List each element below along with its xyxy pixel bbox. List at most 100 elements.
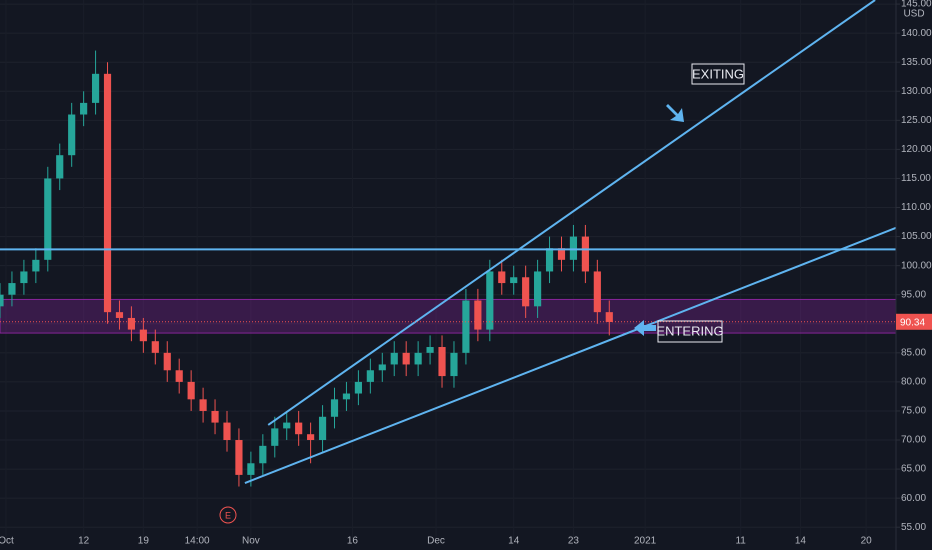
annotation: EXITING	[692, 66, 744, 81]
arrow	[666, 104, 684, 122]
candle-body	[522, 277, 530, 307]
y-tick-label: 135.00	[901, 57, 932, 68]
candle-body	[271, 428, 279, 446]
candle-body	[307, 434, 315, 441]
x-tick-label: Dec	[427, 536, 445, 547]
candle-body	[378, 364, 386, 371]
candle-body	[426, 347, 434, 353]
candle-body	[354, 381, 362, 394]
candle-body	[259, 445, 267, 464]
x-tick-label: 19	[138, 536, 150, 547]
plot-area	[0, 0, 897, 528]
y-tick-label: 95.00	[901, 289, 926, 300]
candle-body	[68, 114, 76, 156]
arrow	[634, 320, 656, 336]
y-tick-label: 65.00	[901, 464, 926, 475]
candle-body	[402, 352, 410, 365]
candle-body	[498, 271, 506, 284]
x-tick-label: 14:00	[185, 536, 210, 547]
candle-body	[581, 236, 589, 272]
y-tick-label: 80.00	[901, 377, 926, 388]
annotation-box	[657, 320, 723, 343]
candle-body	[139, 329, 147, 342]
candle-body	[175, 370, 183, 382]
trendline	[244, 226, 897, 484]
candle-body	[414, 352, 422, 365]
candle-body	[534, 271, 542, 307]
last-price-badge	[896, 313, 932, 330]
candle-body	[127, 317, 135, 330]
candle-body	[462, 300, 470, 353]
x-tick-label: 20	[861, 536, 873, 547]
currency-label: USD	[903, 9, 924, 20]
candle-body	[235, 440, 243, 475]
candle-body	[80, 102, 88, 115]
candle-body	[44, 178, 52, 260]
candle-body	[91, 73, 100, 103]
candle-body	[510, 277, 518, 284]
y-tick-label: 55.00	[901, 522, 926, 533]
x-tick-label: 14	[795, 536, 807, 547]
annotation-box	[691, 63, 745, 85]
candle-body	[211, 410, 219, 423]
candle-body	[593, 271, 601, 313]
candle-body	[223, 422, 231, 441]
candle-body	[545, 248, 554, 272]
x-tick-label: Nov	[242, 536, 260, 547]
annotation: ENTERING	[656, 323, 723, 338]
candle-body	[199, 399, 207, 411]
x-tick-label: Oct	[0, 536, 14, 547]
candle-body	[318, 416, 327, 441]
y-tick-label: 75.00	[901, 406, 926, 417]
candle-body	[163, 352, 171, 371]
candle-body	[474, 300, 482, 330]
y-tick-label: 70.00	[901, 435, 926, 446]
candle-body	[32, 259, 40, 272]
x-tick-label: 2021	[634, 536, 657, 547]
candle-body	[20, 271, 28, 284]
y-tick-label: 100.00	[901, 260, 932, 271]
candle-body	[450, 352, 458, 377]
y-tick-label: 60.00	[901, 493, 926, 504]
zone	[0, 298, 897, 334]
candle-body	[390, 352, 398, 365]
y-tick-label: 115.00	[901, 173, 931, 184]
y-tick-label: 140.00	[901, 28, 932, 39]
x-tick-label: 23	[568, 536, 580, 547]
candle-body	[103, 73, 112, 313]
candle-body	[56, 155, 64, 179]
last-price-label: 90.34	[900, 317, 925, 328]
candle-body	[605, 312, 613, 323]
candle-body	[283, 422, 291, 429]
x-tick-label: 12	[78, 536, 90, 547]
y-tick-label: 110.00	[901, 202, 931, 213]
candle-body	[187, 381, 195, 400]
candle-body	[486, 271, 494, 330]
candle-body	[330, 399, 339, 417]
y-tick-label: 105.00	[901, 231, 932, 242]
candle-body	[151, 341, 159, 353]
y-tick-label: 85.00	[901, 347, 926, 358]
candle-body	[557, 248, 566, 260]
candle-body	[295, 422, 303, 435]
y-tick-label: 120.00	[901, 144, 932, 155]
candle-body	[0, 294, 4, 307]
candle-body	[115, 312, 124, 318]
earnings-circle	[219, 506, 237, 524]
y-tick-label: 145.00	[901, 0, 932, 10]
candle-body	[366, 370, 374, 382]
x-tick-label: 14	[508, 536, 520, 547]
trendline	[267, 0, 876, 426]
candle-body	[569, 236, 578, 260]
candle-body	[342, 393, 351, 400]
x-tick-label: 11	[735, 536, 746, 547]
earnings-marker: E	[225, 510, 231, 520]
y-tick-label: 130.00	[901, 86, 932, 97]
x-tick-label: 16	[347, 536, 359, 547]
y-tick-label: 125.00	[901, 115, 932, 126]
candle-body	[247, 463, 255, 475]
candle-body	[438, 347, 446, 377]
